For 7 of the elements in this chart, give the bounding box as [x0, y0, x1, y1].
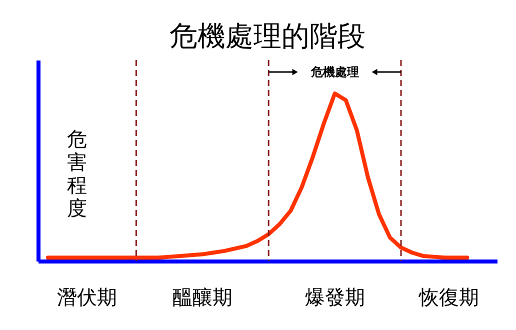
y-axis-title: 危害程度 — [67, 127, 87, 220]
text: 危機處理 — [310, 65, 359, 80]
text: 潛伏期 — [57, 285, 118, 309]
text: 爆發期 — [304, 285, 365, 309]
text: 恢復期 — [418, 285, 480, 309]
text: 醞釀期 — [172, 285, 232, 309]
chart-title: 危機處理的階段 — [170, 19, 366, 52]
